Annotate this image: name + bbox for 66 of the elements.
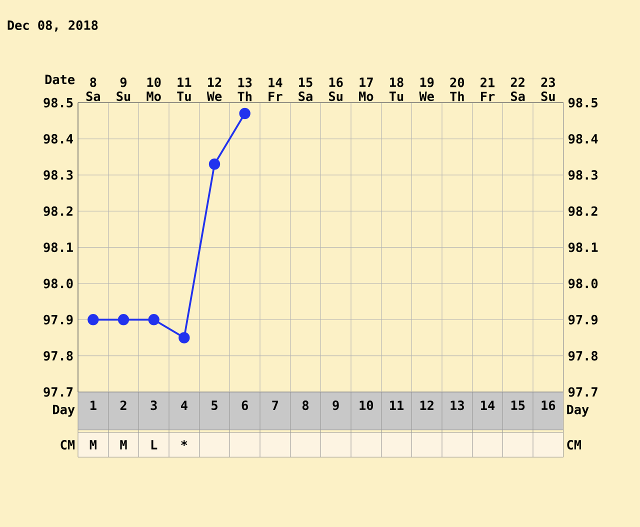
- point: [88, 314, 99, 326]
- x-tick-label: 22 Sa: [510, 77, 525, 102]
- x-tick-label: 14 Fr: [268, 78, 282, 102]
- x-axis-title: Date: [45, 74, 75, 84]
- text: 97.9: [568, 314, 598, 324]
- point: [118, 314, 130, 326]
- y-tick-label: 97.8: [44, 350, 73, 361]
- text: M: [90, 440, 96, 450]
- x-tick-label: 19 We: [419, 78, 434, 102]
- x2-tick-label: 16: [542, 400, 556, 410]
- x-tick-label: 10 Mo: [146, 77, 161, 102]
- x2-tick-label: 13: [450, 400, 464, 410]
- text: M: [120, 440, 127, 450]
- x-tick-label: 23 Su: [541, 77, 555, 102]
- x-tick-label: 18 Tu: [389, 77, 404, 102]
- y-tick-label: 97.9: [44, 314, 73, 324]
- x2-axis-title: Day: [53, 404, 75, 417]
- text: 98.2: [568, 206, 598, 216]
- y-tick-label: 98.3: [44, 170, 73, 180]
- x-tick-label: 21 Fr: [480, 78, 495, 102]
- text: 97.7: [568, 387, 598, 397]
- x2-tick-label: 2: [120, 400, 126, 410]
- x-tick-label: 20 Th: [450, 78, 464, 102]
- x-tick-label: 15 Sa: [298, 78, 312, 102]
- x-tick-label: 17 Mo: [359, 78, 374, 102]
- y-tick-label: 98.0: [44, 278, 73, 288]
- y-tick-label: 98.5: [44, 98, 73, 108]
- text: 98.4: [568, 134, 598, 144]
- x2-tick-label: 5: [212, 400, 218, 410]
- x2-tick-label: 3: [150, 400, 157, 410]
- point: [208, 158, 220, 170]
- x2-tick-label: 10: [360, 400, 374, 410]
- y-tick-label: 98.2: [44, 206, 72, 216]
- x2-tick-label: 14: [481, 400, 495, 410]
- text: 98.0: [568, 278, 598, 288]
- x-tick-label: 12 We: [206, 77, 222, 102]
- x2-tick-label: 1: [90, 400, 96, 410]
- y-tick-label: 97.7: [44, 387, 73, 397]
- x-tick-label: 8 Sa: [86, 77, 100, 102]
- text: 98.1: [568, 242, 598, 252]
- x2-tick-label: 11: [390, 400, 404, 410]
- x-tick-label: 11 Tu: [177, 78, 192, 102]
- x2-tick-label: 9: [332, 400, 339, 410]
- point: [148, 314, 160, 326]
- x2-tick-label: 6: [242, 400, 248, 410]
- y-tick-label: 98.1: [44, 242, 73, 252]
- text: 98.3: [568, 170, 598, 180]
- x2-tick-label: 12: [420, 400, 434, 410]
- x-tick-label: 9 Su: [116, 78, 130, 102]
- point: [239, 108, 250, 120]
- text: CM: [567, 440, 581, 450]
- x2-tick-label: 7: [272, 400, 278, 410]
- text: 97.8: [568, 350, 598, 361]
- chart-title: Dec 08, 2018: [8, 20, 98, 32]
- text: CM: [60, 440, 75, 450]
- point: [178, 332, 190, 344]
- text: *: [181, 440, 188, 446]
- y-tick-label: 98.4: [44, 134, 73, 144]
- text: L: [151, 440, 158, 450]
- x2-tick-label: 8: [302, 400, 309, 410]
- x-tick-label: 13 Th: [238, 78, 252, 102]
- x2-tick-label: 4: [180, 400, 188, 410]
- text: Day: [567, 404, 589, 417]
- x2-tick-label: 15: [511, 400, 525, 410]
- x-tick-label: 16 Su: [329, 78, 343, 102]
- text: 98.5: [568, 98, 598, 108]
